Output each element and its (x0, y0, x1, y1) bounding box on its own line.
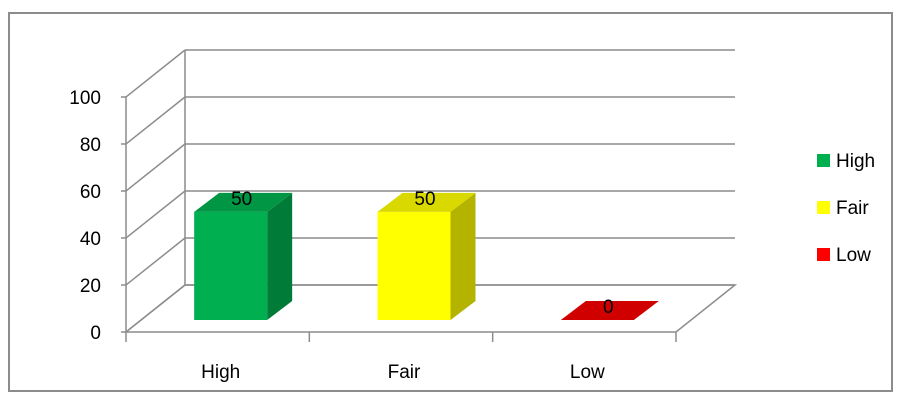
axes: 0 20 40 60 80 100 (69, 88, 677, 344)
bar-top (194, 192, 293, 212)
y-tick-label: 0 (90, 323, 101, 344)
legend: High Fair Low (817, 151, 875, 266)
legend-label: Fair (836, 198, 869, 219)
y-tick-label: 80 (80, 135, 101, 156)
legend-swatch (817, 154, 830, 167)
gridline-side (125, 190, 186, 239)
y-tick-label: 60 (80, 182, 101, 203)
gridline-side (125, 49, 186, 98)
bar-side (267, 192, 293, 320)
y-tick-label: 40 (80, 229, 101, 250)
data-label: 50 (414, 189, 435, 210)
bar (560, 301, 659, 320)
gridline-side (125, 284, 186, 333)
bar-top (377, 192, 476, 212)
data-label: 0 (603, 297, 614, 318)
bar (377, 211, 451, 320)
gridline-side (125, 237, 186, 286)
legend-label: Low (836, 245, 871, 266)
bar-side (450, 192, 476, 320)
data-label: 50 (231, 189, 252, 210)
gridline-side (125, 96, 186, 145)
x-category-label: High (201, 362, 240, 383)
gridline-side (125, 143, 186, 192)
legend-swatch (817, 248, 830, 261)
legend-label: High (836, 151, 875, 172)
y-tick-label: 100 (69, 88, 101, 109)
x-category-label: Fair (388, 362, 421, 383)
y-tick-label: 20 (80, 276, 101, 297)
x-category-label: Low (570, 362, 605, 383)
bar (194, 211, 268, 320)
legend-swatch (817, 201, 830, 214)
bars (194, 192, 659, 320)
labels: 50 High 50 Fair 0 Low (201, 189, 613, 383)
